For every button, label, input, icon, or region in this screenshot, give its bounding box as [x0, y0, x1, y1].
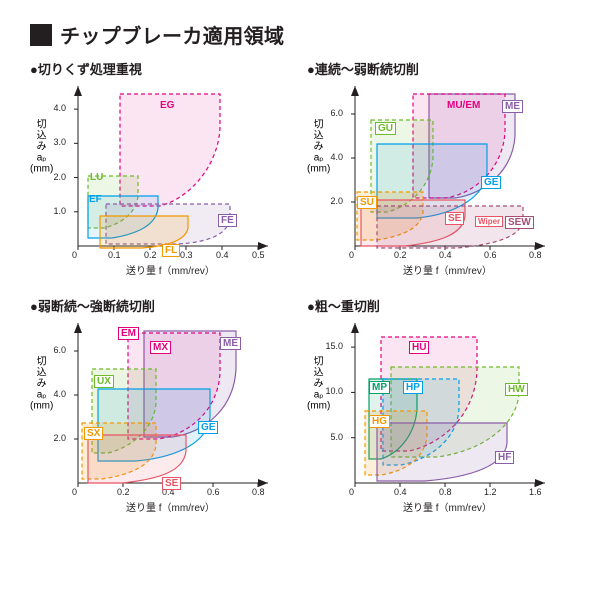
xtick: 0.8 [529, 250, 542, 260]
xtick: 0.3 [180, 250, 193, 260]
xaxis-title: 送り量 f（mm/rev） [126, 262, 215, 277]
xtick: 0.8 [439, 487, 452, 497]
panel-subtitle: ●粗～重切削 [307, 296, 380, 315]
xtick: 0.4 [216, 250, 229, 260]
xtick: 0 [349, 250, 354, 260]
xaxis-title: 送り量 f（mm/rev） [403, 499, 492, 514]
panel-chip-control: ●切りくず処理重視00.10.20.30.40.51.02.03.04.0切込み… [30, 59, 293, 282]
xtick: 0.2 [394, 250, 407, 260]
xtick: 1.2 [484, 487, 497, 497]
xtick: 0.2 [117, 487, 130, 497]
chart-grid: ●切りくず処理重視00.10.20.30.40.51.02.03.04.0切込み… [30, 59, 570, 519]
plot-svg [347, 86, 547, 256]
main-title-row: チップブレーカ適用領域 [30, 20, 570, 49]
xtick: 0.1 [108, 250, 121, 260]
chart-area: 00.20.40.60.82.04.06.0切込みaₚ(mm)送り量 f（mm/… [307, 82, 565, 282]
ytick: 1.0 [44, 206, 66, 216]
plot-svg [347, 323, 547, 493]
ytick: 4.0 [44, 103, 66, 113]
xaxis-title: 送り量 f（mm/rev） [126, 499, 215, 514]
xtick: 0.2 [144, 250, 157, 260]
xtick: 0.4 [394, 487, 407, 497]
title-square-icon [30, 24, 52, 46]
xtick: 0.6 [207, 487, 220, 497]
main-title: チップブレーカ適用領域 [60, 20, 284, 49]
panel-subtitle: ●切りくず処理重視 [30, 59, 142, 78]
xtick: 0.6 [484, 250, 497, 260]
ytick: 15.0 [321, 341, 343, 351]
ytick: 2.0 [44, 433, 66, 443]
xaxis-title: 送り量 f（mm/rev） [403, 262, 492, 277]
ytick: 6.0 [321, 108, 343, 118]
panel-subtitle: ●連続～弱断続切削 [307, 59, 419, 78]
plot-svg [70, 86, 270, 256]
xtick: 0.5 [252, 250, 265, 260]
yaxis-title: 切込みaₚ(mm) [307, 356, 330, 411]
xtick: 0.8 [252, 487, 265, 497]
plot-svg [70, 323, 270, 493]
region-SEW [377, 206, 523, 248]
yaxis-title: 切込みaₚ(mm) [30, 119, 53, 174]
chart-area: 00.40.81.21.65.010.015.0切込みaₚ(mm)送り量 f（m… [307, 319, 565, 519]
xtick: 0 [72, 250, 77, 260]
panel-rough-heavy: ●粗～重切削00.40.81.21.65.010.015.0切込みaₚ(mm)送… [307, 296, 570, 519]
panel-continuous-light: ●連続～弱断続切削00.20.40.60.82.04.06.0切込みaₚ(mm)… [307, 59, 570, 282]
ytick: 2.0 [321, 196, 343, 206]
panel-light-heavy-interrupt: ●弱断続～強断続切削00.20.40.60.82.04.06.0切込みaₚ(mm… [30, 296, 293, 519]
chart-area: 00.10.20.30.40.51.02.03.04.0切込みaₚ(mm)送り量… [30, 82, 288, 282]
ytick: 5.0 [321, 432, 343, 442]
chart-area: 00.20.40.60.82.04.06.0切込みaₚ(mm)送り量 f（mm/… [30, 319, 288, 519]
panel-subtitle: ●弱断続～強断続切削 [30, 296, 155, 315]
region-SE [88, 435, 186, 483]
yaxis-title: 切込みaₚ(mm) [307, 119, 330, 174]
xtick: 1.6 [529, 487, 542, 497]
xtick: 0.4 [162, 487, 175, 497]
xtick: 0 [349, 487, 354, 497]
xtick: 0 [72, 487, 77, 497]
ytick: 6.0 [44, 345, 66, 355]
xtick: 0.4 [439, 250, 452, 260]
yaxis-title: 切込みaₚ(mm) [30, 356, 53, 411]
region-HF [377, 423, 507, 481]
